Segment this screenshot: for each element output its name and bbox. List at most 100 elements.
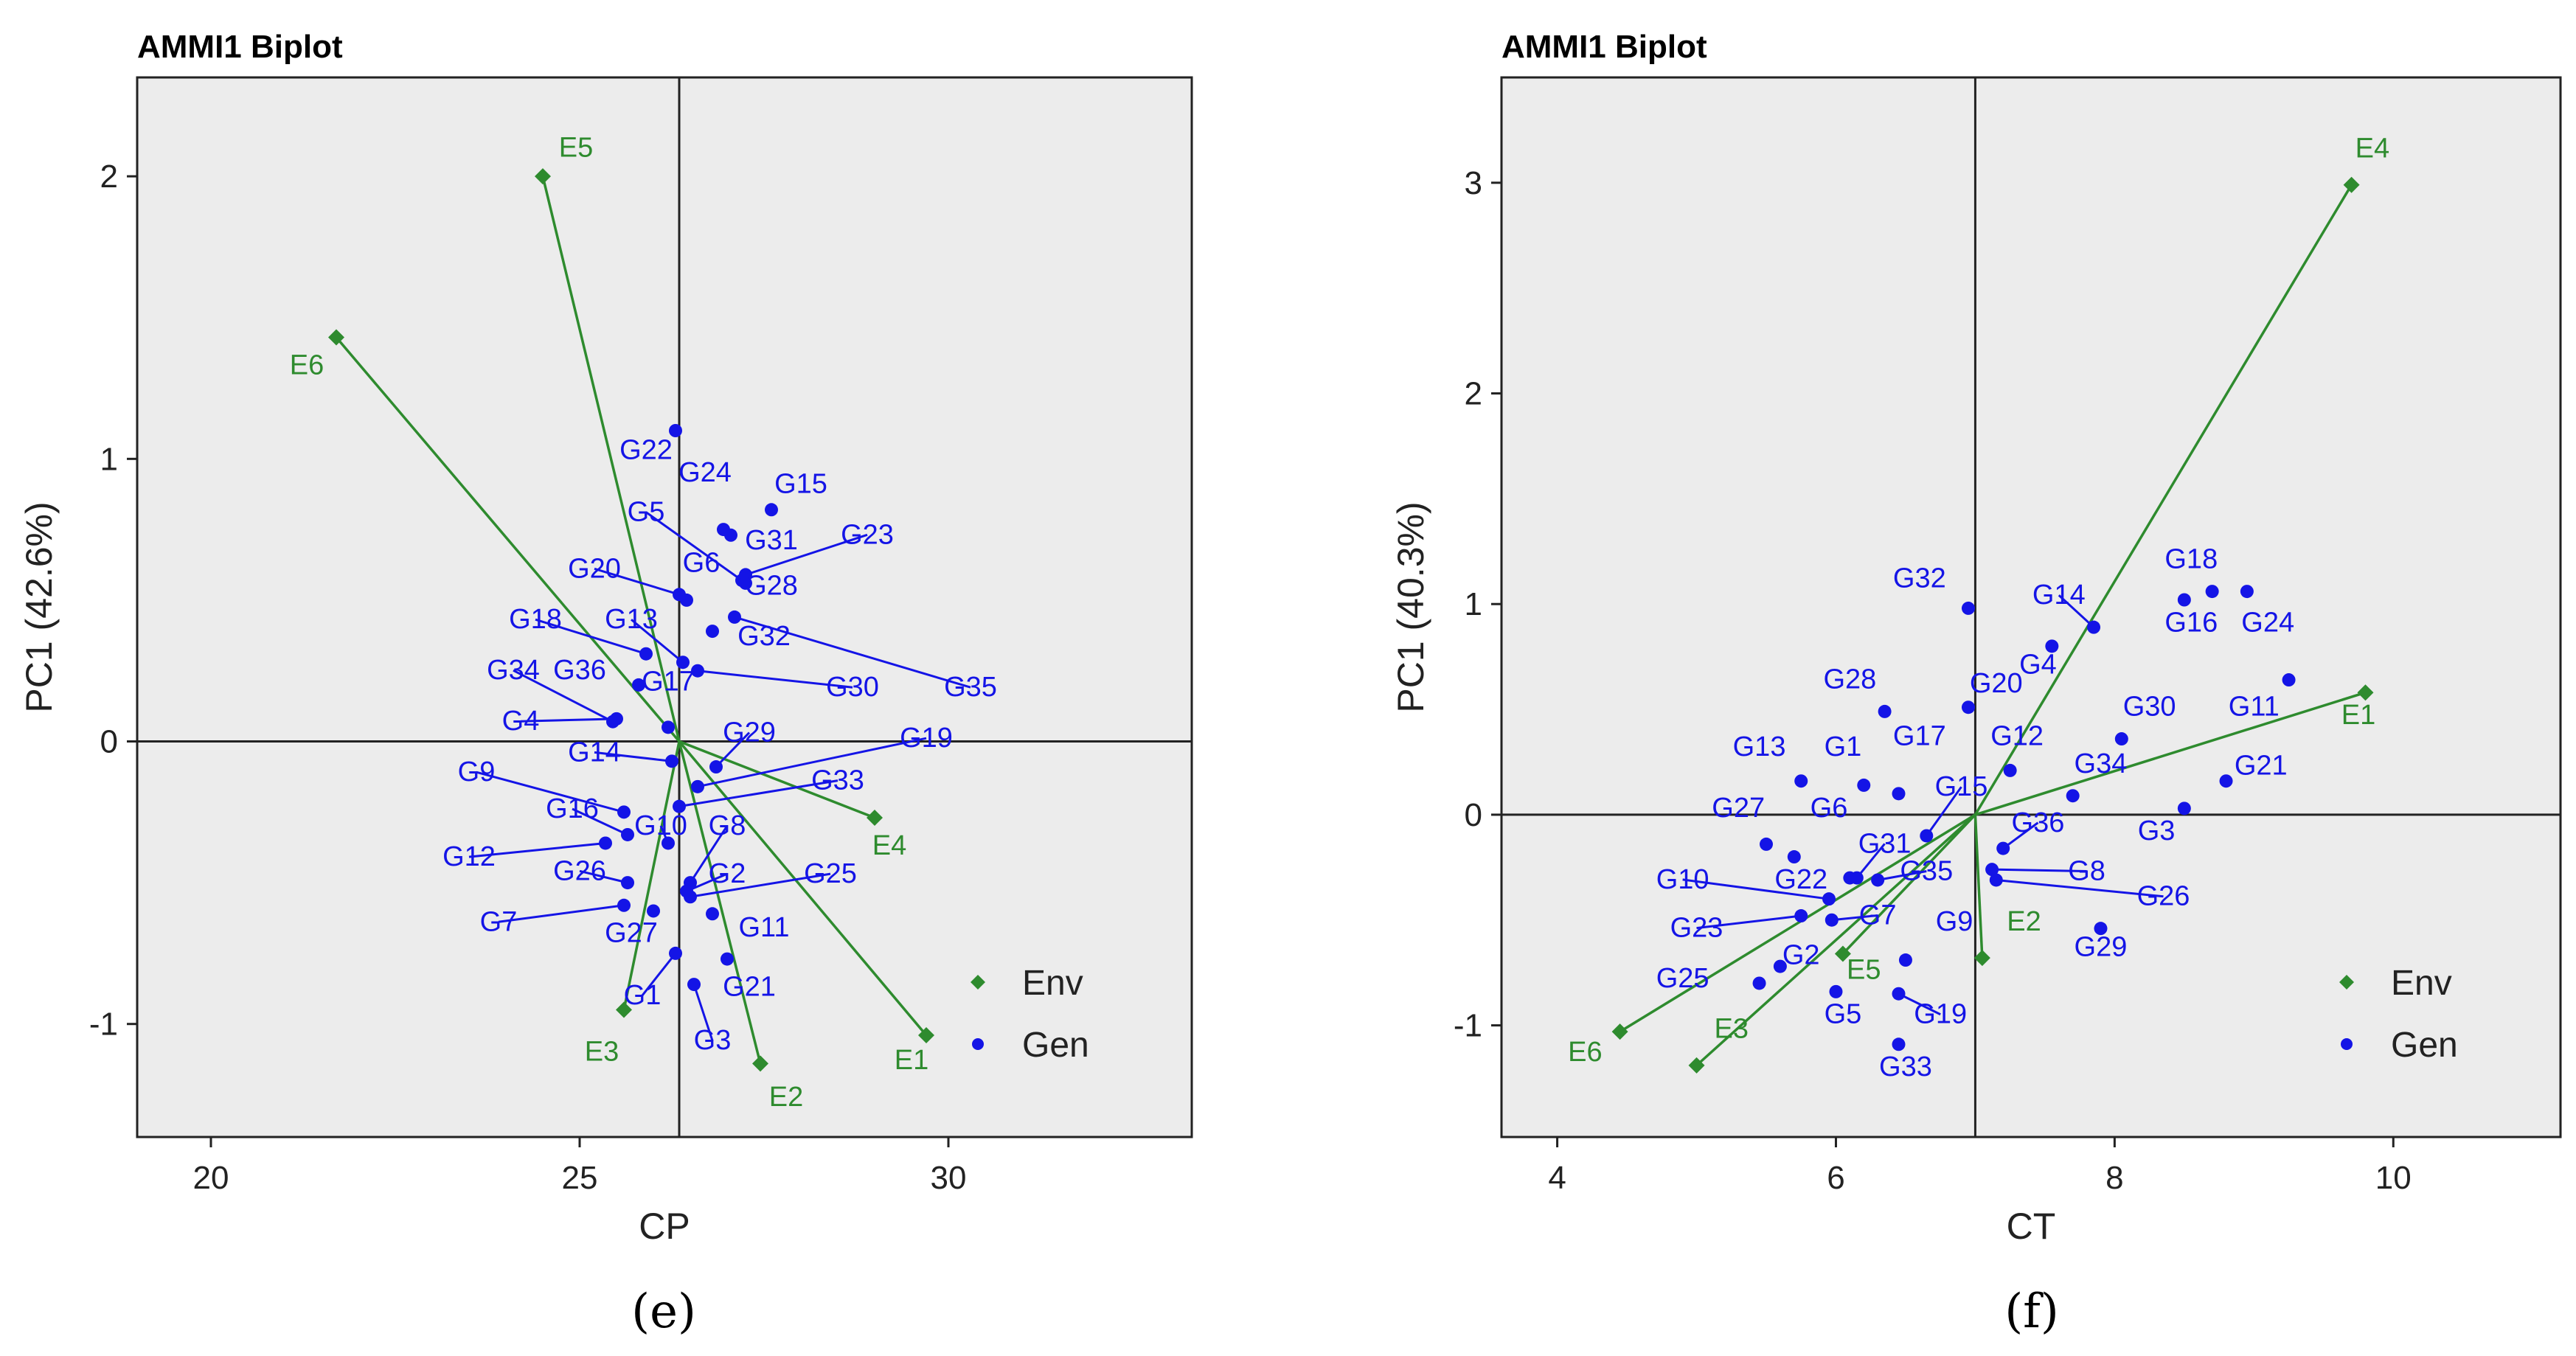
gen-label-g25: G25 [1656, 963, 1709, 994]
gen-point-g10 [662, 836, 675, 850]
gen-label-g23: G23 [1670, 913, 1723, 944]
gen-label-g14: G14 [568, 737, 621, 768]
env-vector-e3 [622, 741, 681, 1010]
gen-label-g15: G15 [774, 468, 827, 499]
gen-leader-g13 [631, 619, 684, 664]
chart-title: AMMI1 Biplot [1501, 29, 1707, 65]
legend-env-marker [971, 975, 985, 990]
gen-label-g22: G22 [1774, 864, 1827, 895]
gen-label-g27: G27 [605, 918, 658, 949]
gen-leader-g19 [697, 737, 927, 788]
y-tick-label: 1 [1465, 586, 1482, 622]
gen-point-g30 [2114, 732, 2128, 746]
gen-label-g29: G29 [723, 717, 776, 748]
gen-label-g21: G21 [723, 971, 776, 1002]
env-label-e3: E3 [1715, 1014, 1749, 1045]
gen-point-g21 [2219, 774, 2233, 788]
env-vector-e2 [1973, 814, 1984, 959]
gen-label-g3: G3 [694, 1025, 732, 1056]
env-vector-e3 [1695, 813, 1976, 1067]
gen-point-g17 [1892, 787, 1906, 801]
env-vector-e1 [1974, 691, 2366, 816]
gen-point-g15 [765, 503, 778, 517]
gen-point-g22 [669, 424, 682, 437]
gen-label-g18: G18 [2164, 544, 2218, 575]
x-tick-label: 25 [562, 1160, 598, 1196]
gen-label-g19: G19 [900, 723, 953, 754]
x-tick-label: 4 [1548, 1160, 1566, 1196]
env-marker-e2 [752, 1055, 768, 1072]
legend-label-env: Env [2391, 964, 2452, 1003]
gen-label-g30: G30 [2123, 692, 2176, 723]
gen-point-g28 [1878, 704, 1892, 718]
gen-leader-g23 [1696, 914, 1802, 930]
x-tick-label: 20 [193, 1160, 229, 1196]
gen-label-g28: G28 [1823, 664, 1876, 695]
gen-label-g25: G25 [804, 858, 857, 889]
gen-label-g27: G27 [1712, 793, 1765, 824]
gen-point-g31 [1850, 871, 1864, 885]
y-tick-label: 1 [100, 441, 118, 477]
env-vector-e6 [1619, 813, 1976, 1033]
gen-label-g8: G8 [709, 810, 746, 841]
gen-point-g9 [617, 805, 631, 819]
legend-label-gen: Gen [1022, 1026, 1089, 1065]
gen-point-g1 [1857, 778, 1871, 792]
gen-label-g16: G16 [546, 793, 599, 824]
gen-point-g1 [669, 946, 682, 960]
env-marker-e6 [328, 329, 344, 346]
gen-point-g34 [2066, 789, 2080, 803]
gen-point-g3 [687, 978, 701, 992]
env-marker-e1 [918, 1027, 934, 1044]
gen-leader-g29 [715, 731, 751, 768]
gen-label-g11: G11 [738, 912, 789, 943]
gen-label-g6: G6 [1811, 793, 1848, 824]
gen-point-g36 [632, 678, 645, 692]
gen-leader-g36 [2002, 821, 2039, 849]
y-tick-label: 2 [100, 159, 118, 195]
gen-label-g11: G11 [2229, 692, 2280, 723]
y-tick-label: 2 [1465, 376, 1482, 412]
env-vector-e5 [1841, 813, 1976, 955]
gen-point-g10 [1822, 892, 1836, 906]
gen-point-g32 [1961, 601, 1975, 615]
gen-label-g33: G33 [1879, 1051, 1932, 1082]
gen-label-g19: G19 [1914, 999, 1967, 1030]
env-label-e3: E3 [585, 1037, 619, 1068]
x-tick-label: 6 [1827, 1160, 1844, 1196]
y-tick-label: 0 [100, 724, 118, 760]
gen-label-g28: G28 [745, 570, 798, 601]
gen-point-g23 [1794, 909, 1808, 923]
gen-label-g26: G26 [2137, 881, 2190, 912]
gen-leader-g34 [513, 669, 614, 723]
gen-point-g35 [728, 610, 741, 624]
gen-point-g14 [2087, 620, 2101, 634]
gen-label-g9: G9 [1936, 906, 1973, 937]
gen-label-g22: G22 [619, 434, 673, 465]
gen-leader-g33 [678, 779, 839, 808]
gen-label-g8: G8 [2068, 855, 2105, 886]
legend-label-env: Env [1022, 964, 1083, 1003]
gen-point-g19 [1892, 987, 1906, 1001]
gen-point-g28 [739, 576, 752, 590]
gen-point-g5 [1829, 984, 1843, 998]
legend-gen-marker [972, 1038, 984, 1050]
gen-label-g13: G13 [1733, 731, 1786, 762]
gen-leader-g3 [692, 984, 714, 1041]
gen-label-g29: G29 [2075, 931, 2128, 962]
gen-point-g13 [676, 656, 690, 670]
y-tick-label: -1 [1454, 1008, 1482, 1044]
y-tick-label: 0 [1465, 797, 1482, 833]
gen-label-g6: G6 [683, 548, 721, 579]
x-axis-title: CT [2007, 1206, 2056, 1247]
gen-label-g10: G10 [634, 810, 687, 841]
gen-point-g35 [1871, 873, 1885, 887]
gen-point-g17 [662, 720, 675, 734]
gen-label-g20: G20 [568, 553, 621, 584]
gen-label-g5: G5 [628, 497, 665, 528]
gen-label-g32: G32 [1893, 563, 1946, 594]
gen-leader-g31 [1855, 843, 1886, 879]
env-label-e4: E4 [872, 830, 906, 861]
gen-label-g1: G1 [1825, 731, 1862, 762]
env-marker-e3 [1688, 1057, 1705, 1074]
